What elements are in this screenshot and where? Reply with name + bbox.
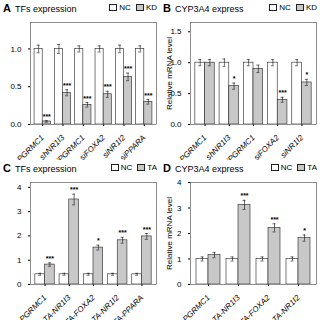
svg-text:***: *** [270,216,278,223]
svg-text:1: 1 [17,256,22,265]
html-text:D CYP3A4 express: D CYP3A4 express [163,162,244,174]
svg-text:0.5: 0.5 [10,82,22,91]
svg-text:***: *** [278,89,286,96]
svg-text:Relative mRNA level: Relative mRNA level [165,197,174,270]
svg-text:0: 0 [17,280,22,289]
svg-text:2: 2 [177,229,182,238]
svg-text:4: 4 [177,178,182,187]
svg-text:0.5: 0.5 [170,89,182,99]
html-text:KD: KD [305,2,317,12]
svg-text:1.0: 1.0 [170,58,182,68]
html-text:C TFs expression: C TFs expression [3,162,77,174]
html-text:B CYP3A4 express: B CYP3A4 express [163,2,244,14]
svg-text:*: * [305,71,308,78]
svg-text:*: * [97,237,100,244]
svg-text:siNR1I2: siNR1I2 [279,133,306,160]
svg-text:0.0: 0.0 [170,120,182,129]
html-text:NC: NC [279,2,291,12]
html-text:TA: TA [307,162,317,172]
svg-text:*: * [233,75,236,82]
html-text:NC: NC [280,162,293,172]
html-text:NC: NC [119,2,131,12]
svg-text:3: 3 [177,204,182,213]
svg-text:shPGRMC1: shPGRMC1 [172,133,209,160]
svg-text:***: *** [104,83,112,90]
svg-text:***: *** [240,192,248,199]
svg-text:1: 1 [177,255,182,264]
svg-text:***: *** [118,229,126,236]
svg-text:0.0: 0.0 [10,120,22,129]
svg-text:siFOXA2: siFOXA2 [252,133,281,160]
svg-text:2: 2 [17,231,22,240]
svg-text:TA-NR1I3: TA-NR1I3 [211,293,242,320]
svg-text:TA-NR1I2: TA-NR1I2 [271,293,302,320]
svg-text:***: *** [70,186,78,193]
svg-text:TA-FOXA2: TA-FOXA2 [238,293,272,320]
svg-text:siNR1I2: siNR1I2 [100,133,128,160]
html-text:NC: NC [120,162,133,172]
svg-text:***: *** [144,92,152,99]
html-text:TA: TA [147,162,157,172]
svg-text:TA-PPARA: TA-PPARA [111,293,145,320]
html-text:KD: KD [145,2,157,12]
svg-text:***: *** [143,226,151,233]
svg-text:Relative mRNA level: Relative mRNA level [165,37,174,110]
html-text:A TFs expression: A TFs expression [3,2,77,14]
svg-text:4: 4 [17,183,22,192]
svg-text:0: 0 [177,280,182,289]
svg-text:***: *** [43,113,51,120]
svg-text:TA-PGRMC1: TA-PGRMC1 [172,293,211,320]
svg-text:3: 3 [17,207,22,216]
svg-text:1.5: 1.5 [170,27,182,36]
svg-text:***: *** [46,255,54,262]
svg-text:1.0: 1.0 [10,45,22,54]
svg-text:*: * [303,227,306,234]
svg-text:***: *** [63,82,71,89]
svg-text:***: *** [124,65,132,72]
svg-text:***: *** [83,95,91,102]
svg-text:siPPARA: siPPARA [118,133,147,160]
